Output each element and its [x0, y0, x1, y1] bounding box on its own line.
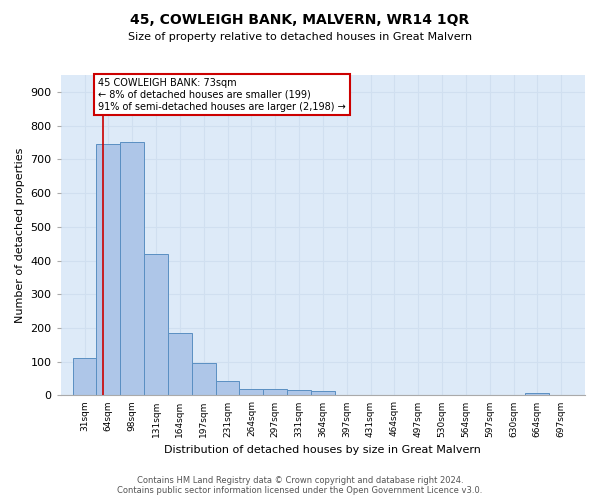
- Bar: [97, 144, 120, 396]
- Bar: [168, 333, 192, 396]
- X-axis label: Distribution of detached houses by size in Great Malvern: Distribution of detached houses by size …: [164, 445, 481, 455]
- Bar: [239, 388, 263, 396]
- Text: 45 COWLEIGH BANK: 73sqm
← 8% of detached houses are smaller (199)
91% of semi-de: 45 COWLEIGH BANK: 73sqm ← 8% of detached…: [98, 78, 346, 112]
- Bar: [73, 358, 97, 396]
- Text: 45, COWLEIGH BANK, MALVERN, WR14 1QR: 45, COWLEIGH BANK, MALVERN, WR14 1QR: [130, 12, 470, 26]
- Bar: [215, 382, 239, 396]
- Bar: [120, 142, 144, 396]
- Text: Contains public sector information licensed under the Open Government Licence v3: Contains public sector information licen…: [118, 486, 482, 495]
- Y-axis label: Number of detached properties: Number of detached properties: [15, 148, 25, 323]
- Bar: [144, 254, 168, 396]
- Bar: [287, 390, 311, 396]
- Text: Contains HM Land Registry data © Crown copyright and database right 2024.: Contains HM Land Registry data © Crown c…: [137, 476, 463, 485]
- Bar: [263, 388, 287, 396]
- Text: Size of property relative to detached houses in Great Malvern: Size of property relative to detached ho…: [128, 32, 472, 42]
- Bar: [526, 392, 549, 396]
- Bar: [311, 391, 335, 396]
- Bar: [192, 364, 215, 396]
